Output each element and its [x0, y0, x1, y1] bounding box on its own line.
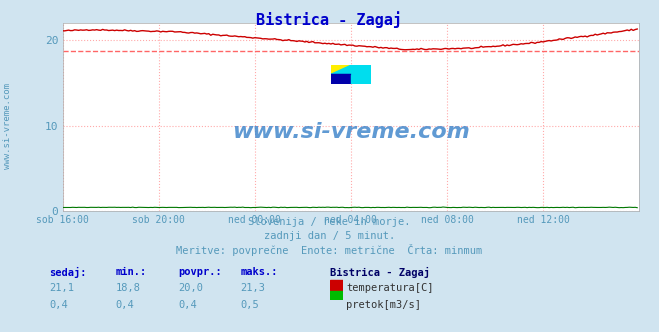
Text: 21,1: 21,1	[49, 283, 74, 293]
Text: Bistrica - Zagaj: Bistrica - Zagaj	[256, 12, 403, 29]
Text: 0,5: 0,5	[241, 300, 259, 310]
Bar	[351, 74, 371, 84]
Bar	[330, 291, 343, 300]
Text: sedaj:: sedaj:	[49, 267, 87, 278]
Text: pretok[m3/s]: pretok[m3/s]	[346, 300, 421, 310]
Bar	[331, 74, 351, 84]
Text: 21,3: 21,3	[241, 283, 266, 293]
Text: www.si-vreme.com: www.si-vreme.com	[3, 83, 13, 169]
Text: 0,4: 0,4	[115, 300, 134, 310]
Text: 0,4: 0,4	[178, 300, 196, 310]
Bar	[330, 281, 343, 290]
Text: zadnji dan / 5 minut.: zadnji dan / 5 minut.	[264, 231, 395, 241]
Text: www.si-vreme.com: www.si-vreme.com	[232, 122, 470, 142]
Polygon shape	[331, 74, 351, 84]
Text: 0,4: 0,4	[49, 300, 68, 310]
Polygon shape	[331, 65, 351, 74]
Bar	[331, 65, 351, 74]
Text: Slovenija / reke in morje.: Slovenija / reke in morje.	[248, 217, 411, 227]
Text: povpr.:: povpr.:	[178, 267, 221, 277]
Bar	[351, 65, 371, 74]
Text: maks.:: maks.:	[241, 267, 278, 277]
Text: temperatura[C]: temperatura[C]	[346, 283, 434, 293]
Text: 18,8: 18,8	[115, 283, 140, 293]
Text: Meritve: povprečne  Enote: metrične  Črta: minmum: Meritve: povprečne Enote: metrične Črta:…	[177, 244, 482, 256]
Text: min.:: min.:	[115, 267, 146, 277]
Text: Bistrica - Zagaj: Bistrica - Zagaj	[330, 267, 430, 278]
Text: 20,0: 20,0	[178, 283, 203, 293]
